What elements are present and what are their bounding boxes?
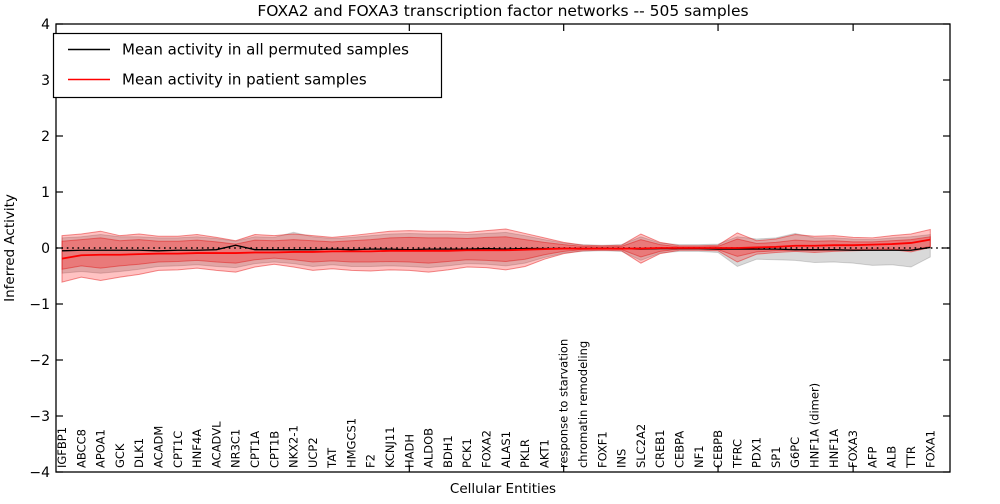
x-category-label: UCP2: [306, 437, 320, 468]
x-category-label: PDX1: [750, 437, 764, 468]
x-category-label: response to starvation: [557, 339, 571, 468]
x-category-label: CPT1C: [171, 431, 185, 468]
band-patient-samples-range-inner: [61, 236, 931, 270]
x-category-label: HNF4A: [190, 429, 204, 468]
x-category-label: BDH1: [441, 435, 455, 468]
x-category-label: ALAS1: [499, 431, 513, 468]
legend: Mean activity in all permuted samples Me…: [52, 32, 443, 99]
x-category-label: IGFBP1: [55, 427, 69, 468]
y-tick-label: 0: [41, 241, 50, 257]
x-category-label: APOA1: [94, 429, 108, 468]
x-category-label: HADH: [402, 434, 416, 468]
x-category-label: DLK1: [132, 438, 146, 468]
x-category-label: HNF1A: [827, 429, 841, 468]
x-category-label: FOXF1: [595, 431, 609, 468]
x-category-label: F2: [364, 454, 378, 468]
x-category-label: PCK1: [460, 438, 474, 468]
x-category-label: chromatin remodeling: [576, 341, 590, 468]
y-tick-label: 3: [41, 73, 50, 89]
legend-label-permuted: Mean activity in all permuted samples: [122, 41, 409, 59]
x-category-label: SP1: [769, 446, 783, 468]
series-lines: [61, 238, 931, 260]
x-category-label: ALB: [885, 446, 899, 468]
legend-label-patient: Mean activity in patient samples: [122, 71, 367, 89]
series-line-patient: [61, 238, 931, 260]
x-category-label: CEBPB: [711, 430, 725, 468]
y-tick-label: −3: [29, 409, 50, 425]
y-tick-label: 4: [41, 17, 50, 33]
chart-title: FOXA2 and FOXA3 transcription factor net…: [257, 2, 748, 20]
x-category-label: KCNJ11: [383, 426, 397, 468]
confidence-bands: [61, 228, 931, 283]
x-category-label: NR3C1: [229, 429, 243, 468]
legend-box: [52, 32, 443, 99]
y-tick-label: −1: [29, 297, 50, 313]
y-tick-label: −4: [29, 465, 50, 481]
band-permuted-samples-range: [61, 231, 931, 274]
x-category-label: ACADVL: [209, 421, 223, 468]
x-category-labels: IGFBP1 ABCC8 APOA1 GCK DLK1 ACADM CPT1C HNF4A AC…: [55, 339, 937, 469]
x-category-label: NF1: [692, 445, 706, 468]
x-category-label: AFP: [865, 447, 879, 468]
x-category-label: FOXA2: [480, 430, 494, 468]
x-category-label: CEBPA: [672, 431, 686, 468]
y-tick-label: −2: [29, 353, 50, 369]
x-category-label: SLC2A2: [634, 424, 648, 468]
x-category-label: G6PC: [788, 437, 802, 468]
x-category-label: HNF1A (dimer): [808, 383, 822, 468]
x-category-label: PKLR: [518, 439, 532, 468]
y-tick-label: 2: [41, 129, 50, 145]
x-category-label: FOXA1: [923, 430, 937, 468]
x-category-label: INS: [615, 449, 629, 468]
series-line-permuted: [61, 244, 931, 252]
x-category-label: AKT1: [537, 439, 551, 468]
x-category-label: ALDOB: [422, 428, 436, 468]
x-category-label: ABCC8: [74, 429, 88, 468]
y-tick-label: 1: [41, 185, 50, 201]
y-tick-labels: 4 3 2 1 0 −1 −2 −3 −4: [29, 17, 50, 481]
x-category-label: TAT: [325, 447, 339, 469]
x-category-label: HMGCS1: [344, 418, 358, 468]
x-category-label: CREB1: [653, 430, 667, 469]
x-category-label: CPT1B: [267, 431, 281, 468]
x-category-label: FOXA3: [846, 430, 860, 468]
x-axis-label: Cellular Entities: [450, 481, 556, 497]
x-category-label: TFRC: [730, 439, 744, 469]
x-category-label: TTR: [904, 446, 918, 469]
x-category-label: ACADM: [151, 426, 165, 468]
x-category-label: GCK: [113, 443, 127, 468]
x-category-label: NKX2-1: [287, 425, 301, 468]
y-axis-label: Inferred Activity: [2, 194, 18, 302]
x-category-label: CPT1A: [248, 431, 262, 468]
